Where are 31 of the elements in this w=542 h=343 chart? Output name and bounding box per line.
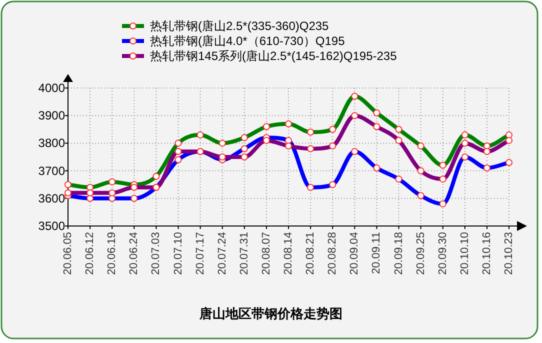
- x-tick-label: 20.09.18: [392, 232, 405, 275]
- x-tick-label: 20.06.05: [62, 232, 74, 275]
- x-tick-label: 20.06.19: [106, 232, 118, 275]
- x-tick-label: 20.09.30: [436, 232, 449, 275]
- x-tick-label: 20.09.11: [370, 232, 383, 274]
- x-tick-label: 20.08.07: [260, 232, 272, 275]
- x-tick-label: 20.07.24: [216, 232, 228, 275]
- x-tick-label: 20.08.21: [304, 232, 317, 275]
- x-tick-label: 20.07.03: [150, 232, 162, 275]
- legend-label: 热轧带钢(唐山4.0*（610-730）Q195: [150, 34, 346, 48]
- text: 唐山地区带钢价格走势图: [198, 306, 342, 321]
- x-tick-label: 20.07.17: [194, 232, 206, 275]
- x-tick-label: 20.06.24: [128, 232, 140, 275]
- x-tick-label: 20.08.28: [326, 232, 339, 275]
- y-tick-label: 3500: [38, 219, 66, 233]
- x-tick-label: 20.10.16: [480, 232, 493, 275]
- legend-label: 热轧带钢145系列(唐山2.5*(145-162)Q195-235: [150, 49, 398, 63]
- x-tick-label: 20.08.14: [282, 232, 294, 275]
- x-tick-label: 20.10.23: [503, 232, 515, 275]
- y-tick-label: 3800: [38, 136, 66, 150]
- x-tick-label: 20.10.10: [458, 232, 471, 275]
- x-tick-label: 20.07.10: [172, 232, 184, 275]
- x-tick-label: 20.09.04: [348, 232, 361, 275]
- y-tick-label: 3600: [38, 191, 66, 206]
- y-tick-label: 3900: [38, 108, 66, 123]
- y-tick-label: 3700: [38, 164, 66, 178]
- x-tick-label: 20.09.25: [414, 232, 427, 275]
- x-tick-label: 20.06.12: [84, 232, 96, 275]
- y-tick-label: 4000: [38, 81, 66, 95]
- legend-label: 热轧带钢(唐山2.5*(335-360)Q235: [150, 19, 330, 33]
- x-tick-label: 20.07.31: [238, 232, 250, 275]
